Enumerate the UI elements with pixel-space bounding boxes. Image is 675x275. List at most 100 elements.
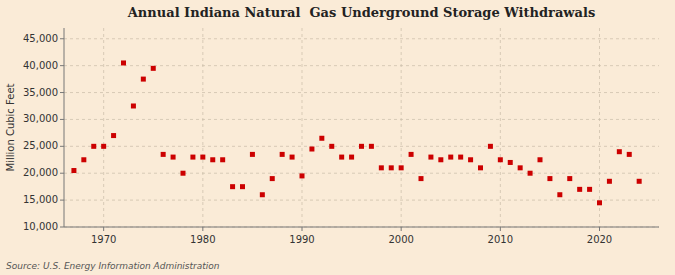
y-tick-label: 45,000	[23, 33, 58, 44]
point	[498, 157, 503, 162]
point	[458, 155, 463, 160]
chart: 10,000 15,000 20,000 25,000 30,000 35,000 40,0…	[0, 0, 675, 275]
point	[617, 149, 622, 154]
y-grid-line	[64, 200, 659, 201]
source-note: Source: U.S. Energy Information Administ…	[6, 261, 220, 271]
point	[131, 103, 136, 108]
point	[518, 165, 523, 170]
y-tick	[60, 173, 64, 174]
y-tick	[60, 65, 64, 66]
x-grid-line	[500, 28, 501, 227]
x-tick-label: 2020	[587, 234, 612, 245]
x-grid-line	[302, 28, 303, 227]
point	[210, 157, 215, 162]
y-grid-line	[64, 173, 659, 174]
point	[300, 173, 305, 178]
x-grid-line	[599, 28, 600, 227]
point	[557, 192, 562, 197]
point	[409, 152, 414, 157]
point	[389, 165, 394, 170]
x-tick	[302, 227, 303, 231]
y-tick-label: 25,000	[23, 140, 58, 151]
point	[508, 160, 513, 165]
point	[607, 179, 612, 184]
point	[577, 187, 582, 192]
point	[627, 152, 632, 157]
point	[240, 184, 245, 189]
point	[151, 66, 156, 71]
point	[161, 152, 166, 157]
y-grid-line	[64, 119, 659, 120]
point	[419, 176, 424, 181]
y-grid-line	[64, 38, 659, 39]
point	[91, 144, 96, 149]
points	[71, 60, 641, 205]
point	[438, 157, 443, 162]
point	[230, 184, 235, 189]
y-tick-label: 15,000	[23, 194, 58, 205]
x-tick-label: 1990	[289, 234, 314, 245]
y-tick	[60, 146, 64, 147]
x-tick	[599, 227, 600, 231]
point	[181, 171, 186, 176]
point	[369, 144, 374, 149]
x-tick-label: 2000	[388, 234, 413, 245]
x-tick	[202, 227, 203, 231]
x-tick-label: 1980	[190, 234, 215, 245]
point	[280, 152, 285, 157]
point	[399, 165, 404, 170]
point	[250, 152, 255, 157]
point	[190, 155, 195, 160]
y-tick-label: 35,000	[23, 87, 58, 98]
y-tick-label: 20,000	[23, 167, 58, 178]
title: Annual Indiana Natural Gas Underground S…	[127, 5, 595, 20]
point	[488, 144, 493, 149]
y-grid-line	[64, 92, 659, 93]
x-tick-label: 1970	[91, 234, 116, 245]
point	[528, 171, 533, 176]
y-tick	[60, 227, 64, 228]
point	[428, 155, 433, 160]
point	[220, 157, 225, 162]
point	[290, 155, 295, 160]
point	[121, 60, 126, 65]
point	[637, 179, 642, 184]
point	[597, 200, 602, 205]
point	[448, 155, 453, 160]
y-tick-label: 10,000	[23, 221, 58, 232]
point	[478, 165, 483, 170]
point	[270, 176, 275, 181]
point	[359, 144, 364, 149]
y-tick	[60, 200, 64, 201]
y-tick	[60, 119, 64, 120]
y-tick-label: 40,000	[23, 60, 58, 71]
grid	[64, 28, 659, 227]
point	[71, 168, 76, 173]
point	[379, 165, 384, 170]
point	[309, 147, 314, 152]
point	[101, 144, 106, 149]
point	[111, 133, 116, 138]
point	[339, 155, 344, 160]
point	[260, 192, 265, 197]
y-tick	[60, 92, 64, 93]
point	[81, 157, 86, 162]
point	[538, 157, 543, 162]
x-grid-line	[202, 28, 203, 227]
x-tick	[401, 227, 402, 231]
point	[547, 176, 552, 181]
y-tick	[60, 38, 64, 39]
x-grid-line	[103, 28, 104, 227]
y-tick-label: 30,000	[23, 113, 58, 124]
x-grid-line	[401, 28, 402, 227]
point	[468, 157, 473, 162]
point	[329, 144, 334, 149]
point	[171, 155, 176, 160]
point	[567, 176, 572, 181]
point	[141, 77, 146, 82]
y-axis-line	[64, 28, 65, 227]
point	[200, 155, 205, 160]
x-tick	[500, 227, 501, 231]
x-axis-line	[64, 227, 659, 228]
axes: 10,000 15,000 20,000 25,000 30,000 35,000 40,0…	[23, 28, 659, 245]
